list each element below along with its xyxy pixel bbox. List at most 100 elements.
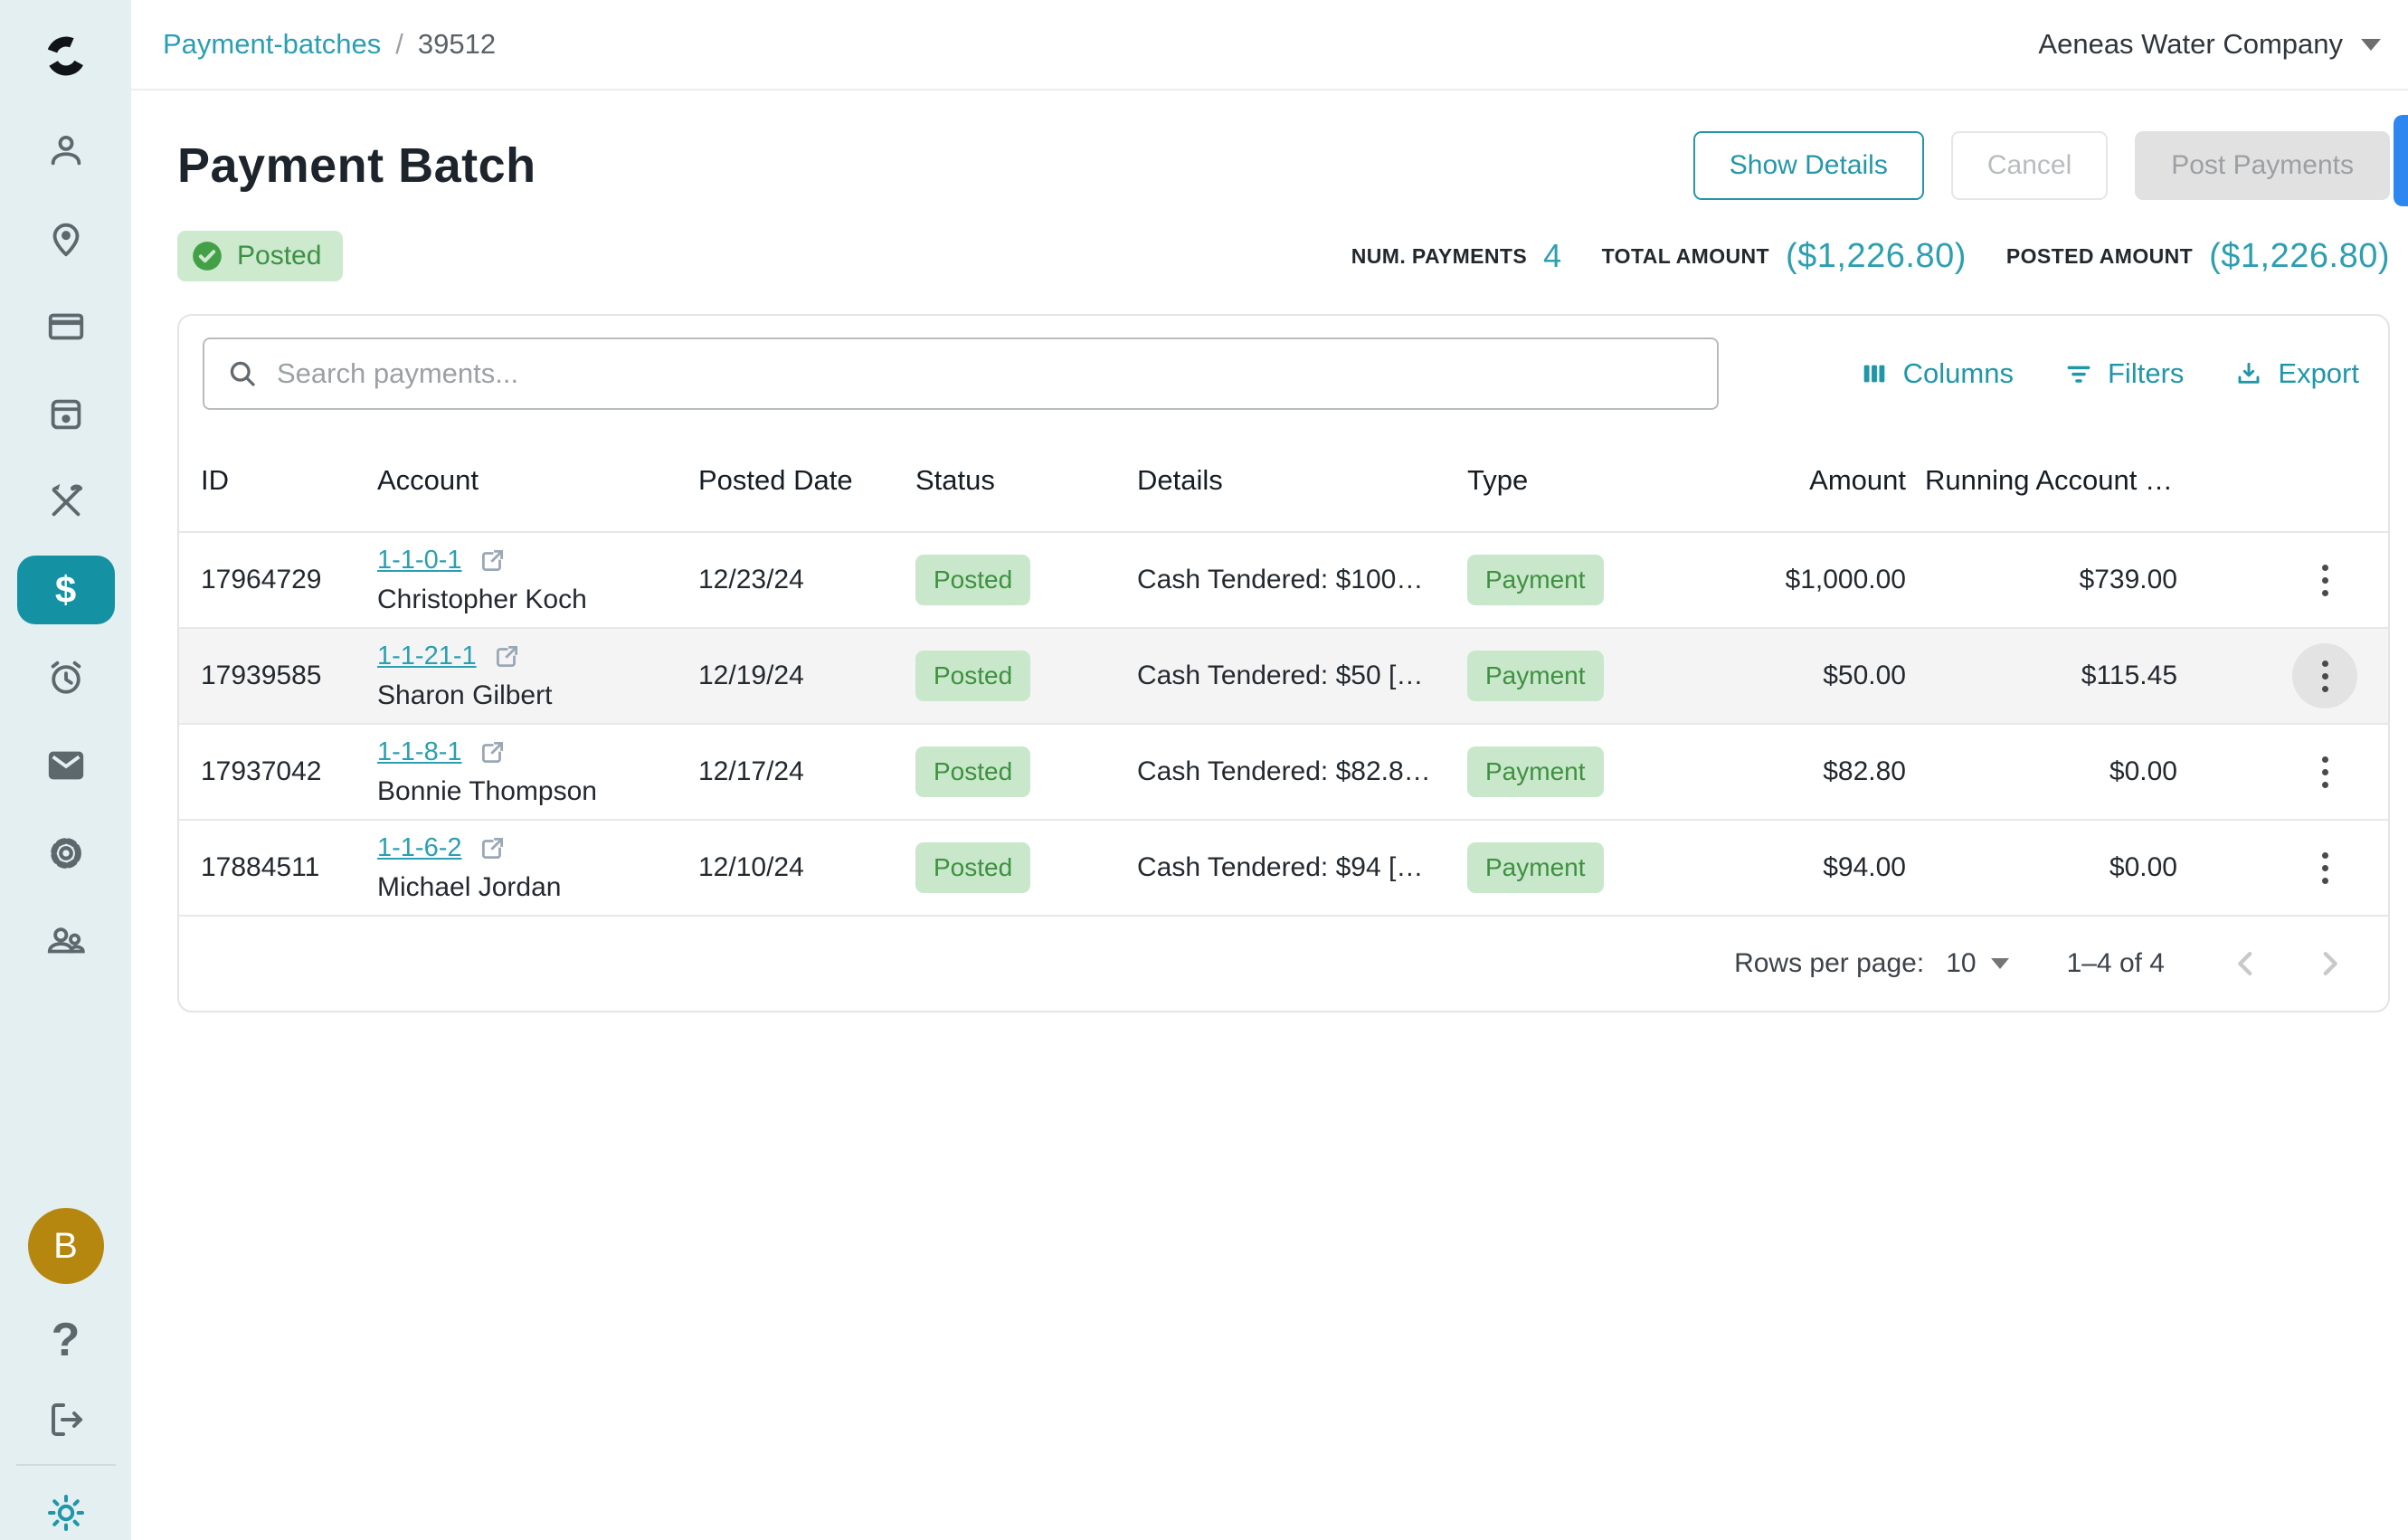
col-header-id[interactable]: ID [201,464,229,496]
columns-button[interactable]: Columns [1860,357,2014,390]
status-badge: Posted [177,231,344,281]
logout-button[interactable] [44,1398,88,1441]
cell-details: Cash Tendered: $50 [… [1137,661,1424,690]
stat-label: POSTED AMOUNT [2005,243,2194,268]
table-row[interactable]: 17937042 1-1-8-1 Bonnie Thompson 12/17/2… [179,723,2388,819]
row-menu-button[interactable] [2292,739,2357,804]
company-selector[interactable]: Aeneas Water Company [2038,28,2381,61]
avatar[interactable]: B [27,1208,104,1284]
type-chip: Payment [1467,651,1604,701]
sidebar-item-work-orders[interactable] [44,480,88,524]
pagination-range: 1–4 of 4 [2066,948,2165,978]
status-chip: Posted [915,555,1031,605]
cancel-button[interactable]: Cancel [1950,131,2109,200]
sidebar-item-billing[interactable] [44,305,88,348]
col-header-posted-date[interactable]: Posted Date [698,464,853,496]
row-menu-button[interactable] [2292,835,2357,900]
col-header-details[interactable]: Details [1137,464,1223,496]
main-area: Payment-batches / 39512 Aeneas Water Com… [131,0,2408,1540]
dollar-icon: $ [54,568,77,611]
export-button[interactable]: Export [2234,357,2359,390]
gear-icon [50,838,81,869]
tools-icon [52,483,82,517]
sidebar-item-schedules[interactable] [44,656,88,699]
pager [2228,946,2347,982]
sidebar-nav: $ [16,129,115,963]
help-button[interactable]: ? [52,1311,81,1369]
breadcrumb-parent-link[interactable]: Payment-batches [163,28,382,60]
sidebar-item-settings[interactable] [44,832,88,875]
cell-id: 17964729 [201,565,322,594]
chevron-right-icon[interactable] [2311,946,2347,982]
cell-account: 1-1-0-1 Christopher Koch [377,546,698,615]
post-payments-button[interactable]: Post Payments [2135,131,2390,200]
filters-button[interactable]: Filters [2064,357,2184,390]
sidebar-item-locations[interactable] [44,217,88,261]
type-chip: Payment [1467,746,1604,797]
theme-toggle[interactable] [44,1491,88,1535]
rows-per-page-select[interactable]: 10 [1946,948,2009,979]
breadcrumb-current: 39512 [417,28,497,60]
cell-details: Cash Tendered: $82.8… [1137,756,1431,786]
sidebar-item-users[interactable] [44,919,88,963]
external-link-icon[interactable] [491,642,522,672]
cell-details: Cash Tendered: $100… [1137,565,1424,594]
location-pin-icon [52,223,79,257]
alarm-clock-icon [51,661,81,694]
table-row[interactable]: 17939585 1-1-21-1 Sharon Gilbert 12/19/2… [179,627,2388,723]
external-link-icon[interactable] [477,546,507,576]
cell-account: 1-1-8-1 Bonnie Thompson [377,737,698,807]
stat-value: ($1,226.80) [1786,236,1967,275]
sidebar-item-payments[interactable]: $ [16,556,115,624]
cell-amount: $94.00 [1823,852,1906,882]
row-menu-button[interactable] [2292,643,2357,708]
search-icon [230,361,255,386]
table-header: ID Account Posted Date Status Details Ty… [179,430,2388,531]
account-link[interactable]: 1-1-6-2 [377,833,462,862]
cell-account: 1-1-21-1 Sharon Gilbert [377,642,698,711]
person-icon [51,135,81,166]
sidebar-item-profile[interactable] [44,129,88,173]
external-link-icon[interactable] [477,833,507,864]
show-details-button[interactable]: Show Details [1692,131,1924,200]
status-badge-label: Posted [237,241,322,271]
col-header-account[interactable]: Account [377,464,479,496]
feedback-edge-widget[interactable] [2394,115,2408,206]
columns-label: Columns [1902,357,2014,389]
company-name: Aeneas Water Company [2038,28,2343,60]
row-menu-button[interactable] [2292,547,2357,613]
account-holder-name: Michael Jordan [377,871,562,902]
search-input[interactable] [277,357,1695,390]
table-row[interactable]: 17884511 1-1-6-2 Michael Jordan 12/10/24… [179,819,2388,915]
page-actions: Show Details Cancel Post Payments [1692,131,2390,200]
cell-account: 1-1-6-2 Michael Jordan [377,833,698,903]
col-header-status[interactable]: Status [915,464,995,496]
cell-posted-date: 12/10/24 [698,852,804,882]
sun-icon [47,1495,84,1531]
columns-icon [1863,365,1885,383]
stat-posted-amount: POSTED AMOUNT ($1,226.80) [2006,237,2390,276]
stat-total-amount: TOTAL AMOUNT ($1,226.80) [1602,237,1967,276]
col-header-running[interactable]: Running Account … [1925,464,2174,496]
chevron-down-icon [1990,958,2009,969]
account-link[interactable]: 1-1-8-1 [377,737,462,766]
sidebar-item-messages[interactable] [44,744,88,787]
sidebar-item-meters[interactable] [44,393,88,436]
account-link[interactable]: 1-1-0-1 [377,546,462,575]
payments-card: Columns Filters Export ID Account Posted [177,314,2390,1012]
table-row[interactable]: 17964729 1-1-0-1 Christopher Koch 12/23/… [179,531,2388,627]
external-link-icon[interactable] [477,737,507,768]
col-header-amount[interactable]: Amount [1809,464,1906,496]
account-link[interactable]: 1-1-21-1 [377,642,477,670]
filters-label: Filters [2108,357,2185,389]
account-holder-name: Bonnie Thompson [377,775,597,806]
sidebar-footer: B ? [0,1208,131,1535]
people-icon [47,927,85,954]
chevron-left-icon[interactable] [2228,946,2264,982]
chevron-down-icon [2361,38,2381,51]
account-holder-name: Christopher Koch [377,584,587,614]
page-title: Payment Batch [177,138,536,193]
col-header-type[interactable]: Type [1467,464,1529,496]
cell-running-balance: $0.00 [2109,756,2177,786]
cell-posted-date: 12/19/24 [698,661,804,690]
